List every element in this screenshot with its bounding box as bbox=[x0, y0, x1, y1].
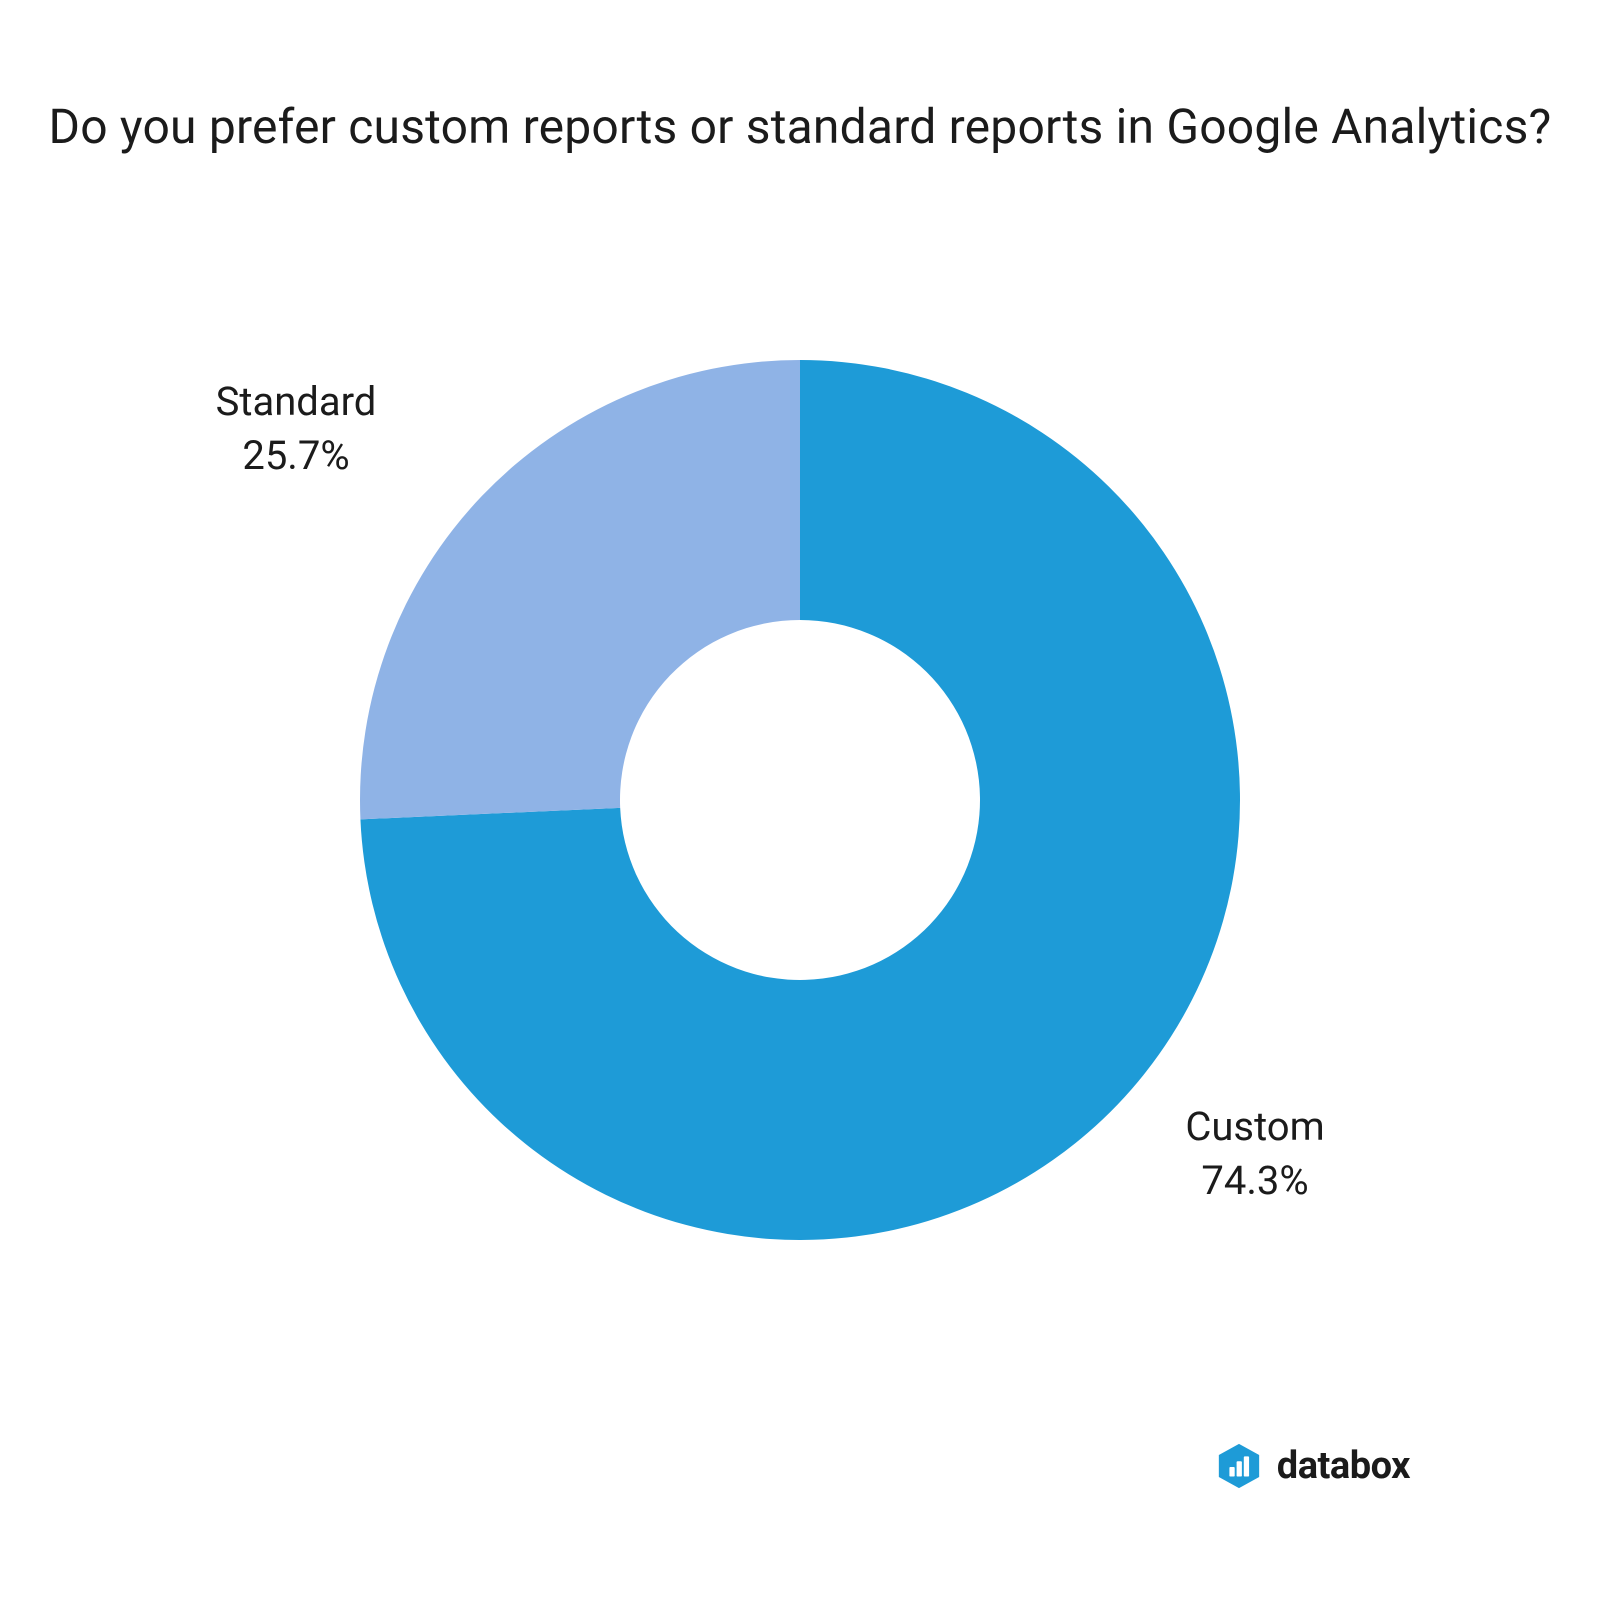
databox-logo-icon bbox=[1215, 1442, 1263, 1490]
slice-label-percent: 74.3% bbox=[1185, 1154, 1324, 1208]
donut-slice-standard bbox=[360, 360, 800, 819]
slice-label-standard: Standard25.7% bbox=[216, 375, 377, 483]
donut-chart bbox=[360, 360, 1240, 1240]
slice-label-name: Custom bbox=[1185, 1100, 1324, 1154]
chart-title: Do you prefer custom reports or standard… bbox=[0, 95, 1600, 160]
brand-badge: databox bbox=[1215, 1442, 1410, 1490]
slice-label-percent: 25.7% bbox=[216, 429, 377, 483]
brand-name: databox bbox=[1277, 1444, 1410, 1488]
chart-canvas: Do you prefer custom reports or standard… bbox=[0, 0, 1600, 1600]
slice-label-name: Standard bbox=[216, 375, 377, 429]
slice-label-custom: Custom74.3% bbox=[1185, 1100, 1324, 1208]
